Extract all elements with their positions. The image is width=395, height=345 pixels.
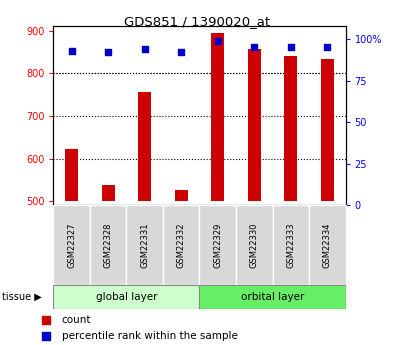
Text: GSM22334: GSM22334 [323,222,332,268]
Bar [126,205,163,285]
Point [43,317,49,323]
Point [43,333,49,339]
Text: tissue ▶: tissue ▶ [2,292,42,302]
Text: count: count [62,315,91,325]
Point [288,45,294,50]
Bar [309,205,346,285]
Bar [102,185,115,201]
Text: GSM22328: GSM22328 [103,222,113,268]
Bar [53,285,199,309]
Text: GSM22332: GSM22332 [177,222,186,268]
Text: GSM22333: GSM22333 [286,222,295,268]
Text: GDS851 / 1390020_at: GDS851 / 1390020_at [124,16,271,29]
Point [68,48,75,53]
Bar [163,205,199,285]
Bar [321,59,334,201]
Bar [211,33,224,201]
Bar [53,205,90,285]
Text: GSM22327: GSM22327 [67,222,76,268]
Bar [199,285,346,309]
Text: orbital layer: orbital layer [241,292,304,302]
Text: GSM22330: GSM22330 [250,222,259,268]
Point [141,46,148,52]
Text: percentile rank within the sample: percentile rank within the sample [62,331,237,341]
Bar [65,149,78,201]
Point [214,38,221,43]
Text: GSM22331: GSM22331 [140,222,149,268]
Bar [175,189,188,201]
Bar [273,205,309,285]
Point [178,50,184,55]
Bar [236,205,273,285]
Point [324,45,331,50]
Bar [284,57,297,201]
Point [251,45,258,50]
Bar [138,92,151,201]
Text: GSM22329: GSM22329 [213,222,222,268]
Bar [199,205,236,285]
Bar [248,49,261,201]
Text: global layer: global layer [96,292,157,302]
Bar [90,205,126,285]
Point [105,50,111,55]
